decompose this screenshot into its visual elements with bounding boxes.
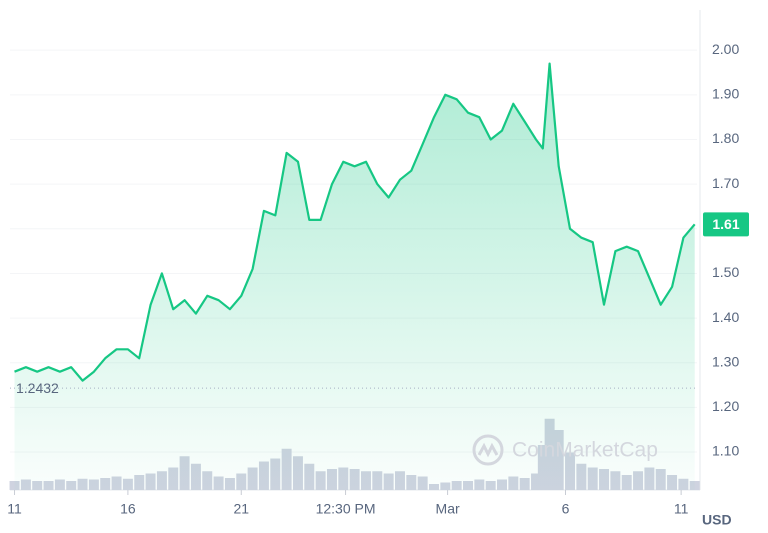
- last-price-label: 1.61: [712, 216, 739, 232]
- x-tick-label: 12:30 PM: [316, 501, 376, 517]
- price-area: [14, 63, 695, 490]
- y-tick-label: 1.40: [712, 309, 739, 325]
- y-tick-label: 1.50: [712, 264, 739, 280]
- volume-bar: [689, 481, 700, 490]
- y-tick-label: 1.10: [712, 443, 739, 459]
- y-tick-label: 1.20: [712, 398, 739, 414]
- open-price-label: 1.2432: [16, 380, 59, 396]
- currency: USD: [702, 512, 732, 528]
- watermark: CoinMarketCap: [512, 439, 658, 462]
- last-price-tag: [703, 212, 749, 237]
- x-tick-label: 11: [674, 501, 689, 517]
- y-tick-label: 1.80: [712, 130, 739, 146]
- price-line: [14, 62, 696, 382]
- watermark-logo: [472, 434, 504, 466]
- plot: 1.101.201.301.401.501.601.701.801.902.00…: [7, 10, 749, 517]
- y-tick-label: 1.70: [712, 175, 739, 191]
- x-tick-label: 11: [7, 501, 22, 517]
- x-tick-label: 6: [562, 501, 570, 517]
- y-tick-label: 1.30: [712, 353, 739, 369]
- y-tick-label: 1.90: [712, 86, 739, 102]
- y-tick-label: 2.00: [712, 41, 739, 57]
- x-tick-label: 21: [233, 501, 249, 517]
- x-tick-label: 16: [120, 501, 136, 517]
- x-tick-label: Mar: [436, 501, 460, 517]
